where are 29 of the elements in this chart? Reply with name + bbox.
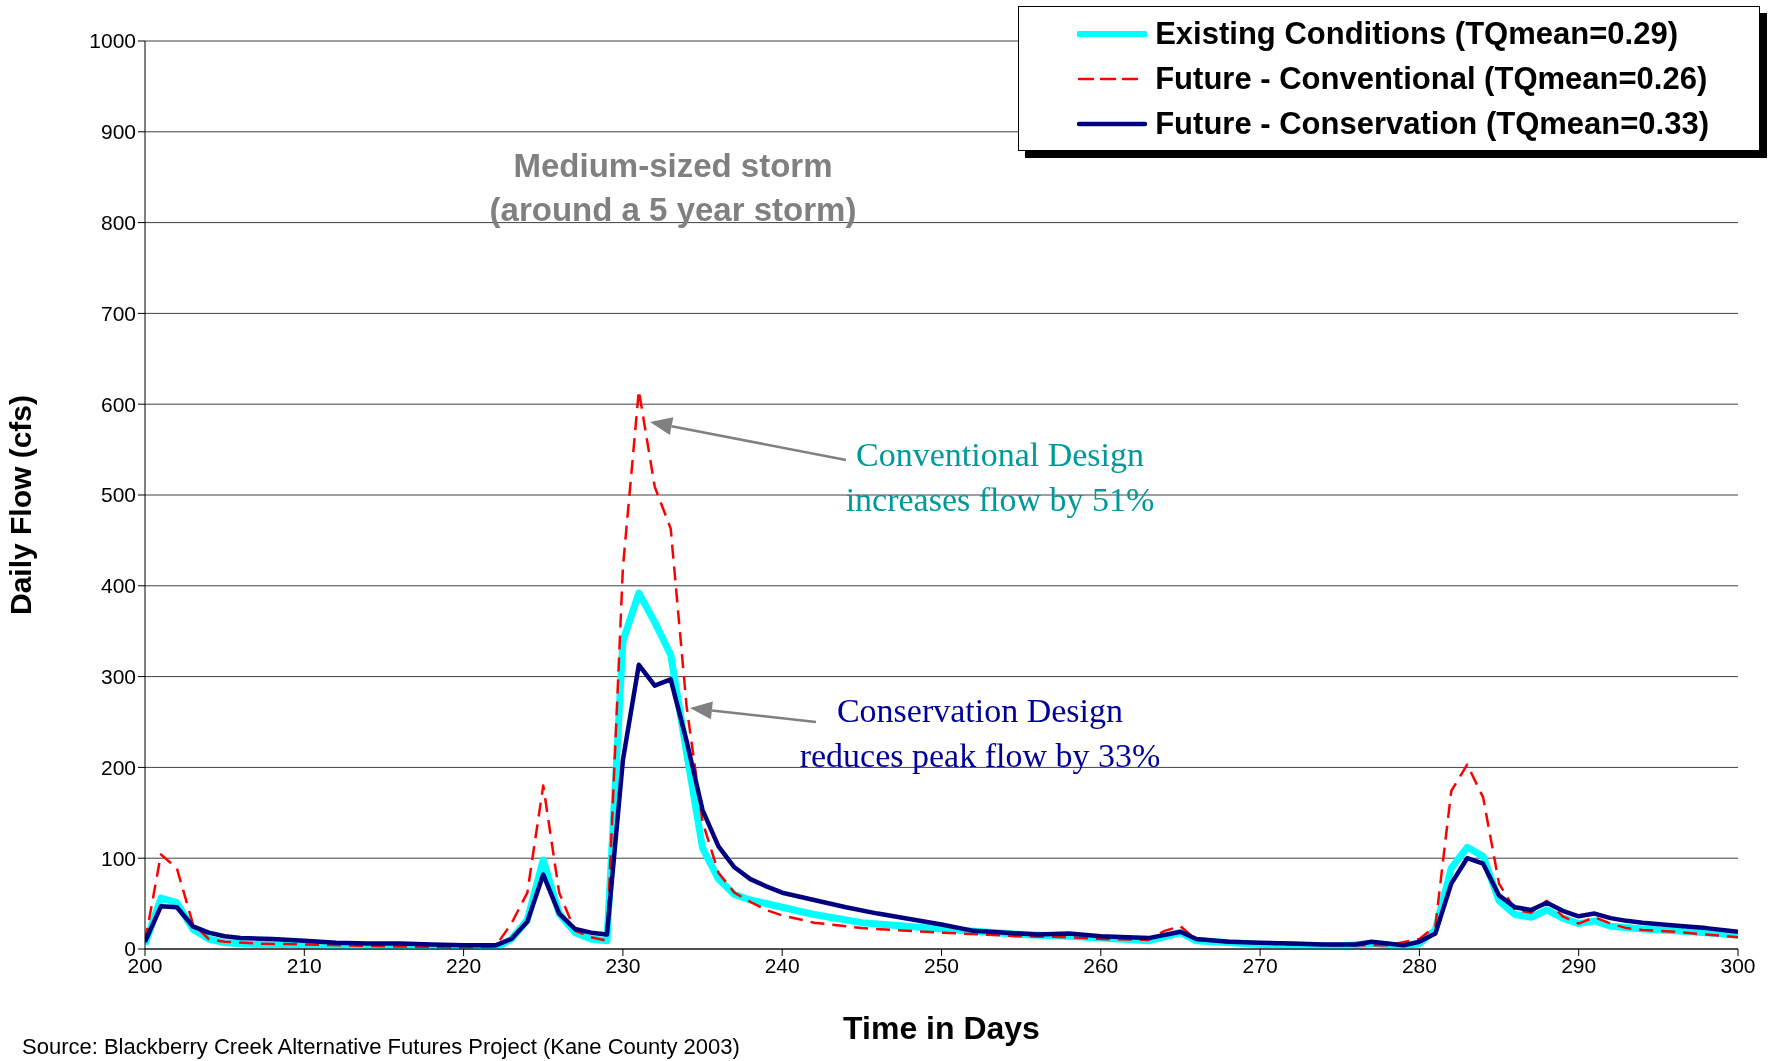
x-tick-label: 290 xyxy=(1561,953,1597,977)
y-tick-label: 1000 xyxy=(89,29,136,53)
legend-label: Existing Conditions (TQmean=0.29) xyxy=(1155,15,1678,52)
y-tick-label: 900 xyxy=(100,120,136,144)
x-tick-label: 210 xyxy=(286,953,322,977)
legend-label: Future - Conservation (TQmean=0.33) xyxy=(1155,105,1709,142)
annotation: Medium-sized storm (around a 5 year storm) xyxy=(488,146,858,230)
y-tick-label: 100 xyxy=(100,846,136,870)
x-tick-label: 220 xyxy=(446,953,482,977)
x-tick-label: 300 xyxy=(1720,953,1756,977)
source-note: Source: Blackberry Creek Alternative Futures Project (Kane County 2003) xyxy=(22,1034,740,1060)
x-tick-label: 240 xyxy=(764,953,800,977)
y-tick-label: 600 xyxy=(100,392,136,416)
x-axis-title: Time in Days xyxy=(843,1010,1040,1046)
legend-label: Future - Conventional (TQmean=0.26) xyxy=(1155,60,1708,97)
annotation: Conservation Design reduces peak flow by 33% xyxy=(798,691,1162,776)
y-tick-label: 800 xyxy=(100,211,136,235)
y-tick-label: 400 xyxy=(100,574,136,598)
y-tick-label: 300 xyxy=(100,665,136,689)
y-axis-title: Daily Flow (cfs) xyxy=(3,394,37,615)
x-tick-label: 260 xyxy=(1083,953,1119,977)
y-tick-label: 700 xyxy=(100,301,136,325)
y-tick-label: 500 xyxy=(100,483,136,507)
x-tick-label: 250 xyxy=(923,953,960,977)
x-tick-label: 230 xyxy=(605,953,641,977)
y-tick-label: 200 xyxy=(100,755,136,779)
x-tick-label: 270 xyxy=(1242,953,1278,977)
x-tick-label: 280 xyxy=(1401,953,1437,977)
annotation: Conventional Design increases flow by 51% xyxy=(844,435,1156,520)
